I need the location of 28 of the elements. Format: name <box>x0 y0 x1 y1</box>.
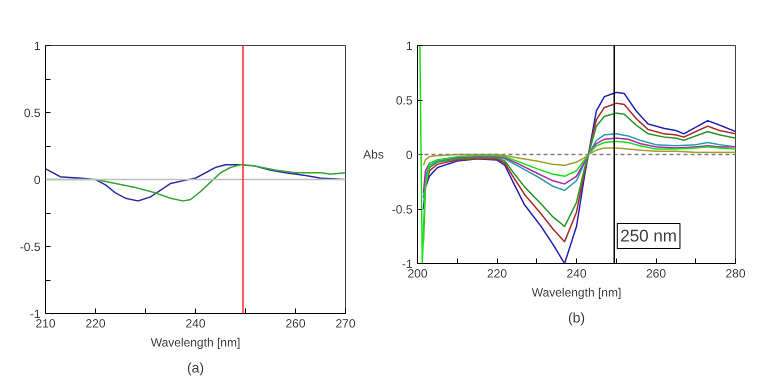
y-tick-label: 1 <box>34 39 41 53</box>
line-series <box>46 164 346 202</box>
x-tick-label: 280 <box>725 266 746 280</box>
x-tick-label: 240 <box>566 266 587 280</box>
y-tick-label: 0.5 <box>396 94 413 108</box>
y-tick-label: 0 <box>406 148 413 162</box>
y-axis-title: Abs <box>363 148 384 162</box>
x-tick-label: 200 <box>407 266 428 280</box>
y-tick-label: -0.5 <box>20 240 41 254</box>
x-tick-label: 260 <box>285 316 306 330</box>
x-tick-label: 270 <box>335 316 356 330</box>
y-tick-label: -0.5 <box>392 202 413 216</box>
x-tick-label: 220 <box>486 266 508 280</box>
y-tick-label: 1 <box>406 39 413 53</box>
x-tick-label: 220 <box>85 316 106 330</box>
text: (a) <box>186 360 204 376</box>
x-tick-label: 210 <box>35 316 56 330</box>
ref-line-label: 250 nm <box>620 226 677 246</box>
x-tick-label: 260 <box>646 266 666 280</box>
y-tick-label: 0 <box>34 173 41 187</box>
line-series <box>422 92 736 264</box>
line-series <box>419 46 736 264</box>
x-axis-title: Wavelength [nm] <box>150 336 240 350</box>
x-tick-label: 240 <box>185 316 206 330</box>
x-axis-title: Wavelength [nm] <box>532 286 622 300</box>
text: (b) <box>568 310 586 326</box>
y-tick-label: 0.5 <box>24 106 41 120</box>
line-series <box>422 147 736 166</box>
